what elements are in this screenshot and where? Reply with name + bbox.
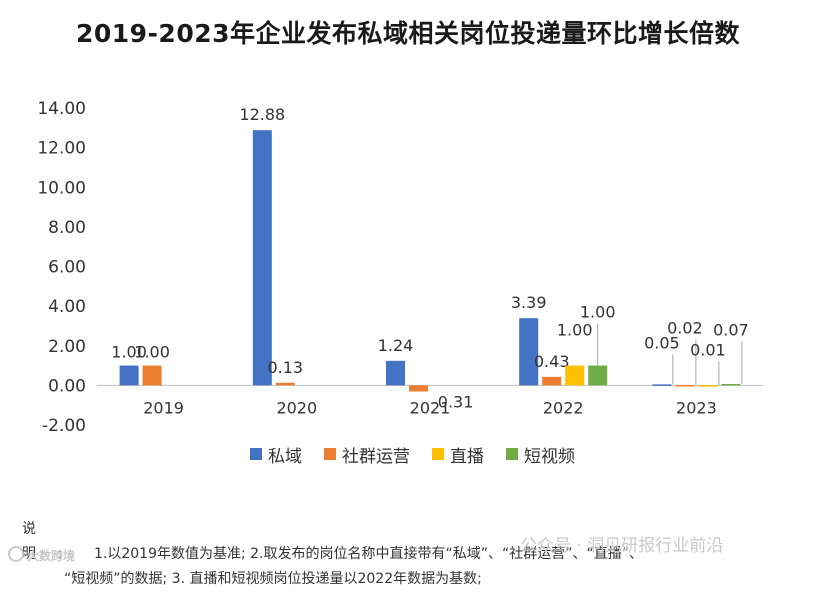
notes-line-2: “短视频”的数据; 3. 直播和短视频岗位投递量以2022年数据为基数; xyxy=(22,567,812,592)
data-label: 1.00 xyxy=(557,321,593,340)
legend-label: 社群运营 xyxy=(342,446,410,467)
chart-title: 2019-2023年企业发布私域相关岗位投递量环比增长倍数 xyxy=(75,19,741,48)
y-tick-label: 0.00 xyxy=(48,376,86,396)
legend-label: 短视频 xyxy=(524,446,575,467)
y-tick-label: 4.00 xyxy=(48,297,86,317)
bar xyxy=(721,383,741,386)
watermark-logo-icon xyxy=(8,546,24,562)
y-tick-label: 6.00 xyxy=(48,258,86,278)
bar xyxy=(675,384,695,387)
bar xyxy=(386,360,405,386)
bar xyxy=(565,365,585,386)
legend-item: 直播 xyxy=(432,442,484,467)
data-label: 3.39 xyxy=(511,293,547,312)
data-label: 0.13 xyxy=(267,358,303,377)
legend-swatch xyxy=(324,448,336,460)
x-tick-label: 2023 xyxy=(676,398,717,417)
bar xyxy=(275,382,295,386)
bar xyxy=(119,365,139,386)
data-label: 0.01 xyxy=(690,340,726,359)
data-label: 0.43 xyxy=(534,352,570,371)
bar xyxy=(698,385,718,387)
watermark-left: 大数跨境 xyxy=(8,546,75,564)
notes-line-1: 说明: 1.以2019年数值为基准; 2.取发布的岗位名称中直接带有“私域”、“社… xyxy=(22,517,812,567)
y-tick-label: 2.00 xyxy=(48,337,86,357)
notes-text-1: 1.以2019年数值为基准; 2.取发布的岗位名称中直接带有“私域”、“社群运营… xyxy=(94,546,644,562)
x-tick-label: 2020 xyxy=(276,398,317,417)
x-tick-label: 2021 xyxy=(410,398,451,417)
data-label: 1.24 xyxy=(378,336,414,355)
y-tick-label: 10.00 xyxy=(37,178,86,198)
watermark-right: 公众号 · 洞见研报行业前沿 xyxy=(520,536,724,556)
y-tick-label: 14.00 xyxy=(37,99,86,119)
legend-swatch xyxy=(506,448,518,460)
legend-label: 私域 xyxy=(268,446,302,467)
y-tick-label: 8.00 xyxy=(48,218,86,238)
data-label: 1.00 xyxy=(580,303,616,322)
notes-text-2: “短视频”的数据; 3. 直播和短视频岗位投递量以2022年数据为基数; xyxy=(64,571,482,587)
bar xyxy=(652,384,672,386)
bar xyxy=(142,365,162,386)
x-tick-label: 2022 xyxy=(543,398,584,417)
data-label: 0.05 xyxy=(644,333,680,352)
legend-item: 私域 xyxy=(250,442,302,467)
y-tick-label: 12.00 xyxy=(37,139,86,159)
bar xyxy=(588,365,608,386)
x-tick-label: 2019 xyxy=(143,398,184,417)
data-label: 0.07 xyxy=(713,320,749,339)
data-label: -0.31 xyxy=(432,392,473,411)
bar xyxy=(409,385,428,392)
data-label: 1.00 xyxy=(134,343,170,362)
legend-item: 短视频 xyxy=(506,442,575,467)
legend-label: 直播 xyxy=(450,446,484,467)
bar xyxy=(252,130,272,386)
bar-chart: 14.00 12.00 10.00 8.00 6.00 4.00 2.00 0.00 -2.00… xyxy=(37,99,763,436)
legend: 私域 社群运营 直播 短视频 xyxy=(250,442,575,467)
notes-label: 说明: xyxy=(22,521,85,562)
data-label: 0.02 xyxy=(667,318,703,337)
data-label: 12.88 xyxy=(239,105,285,124)
legend-swatch xyxy=(432,448,444,460)
data-label: 1.00 xyxy=(111,343,147,362)
bar xyxy=(542,376,562,386)
y-tick-label: -2.00 xyxy=(42,416,86,436)
legend-item: 社群运营 xyxy=(324,442,410,467)
legend-swatch xyxy=(250,448,262,460)
bar xyxy=(519,318,539,386)
